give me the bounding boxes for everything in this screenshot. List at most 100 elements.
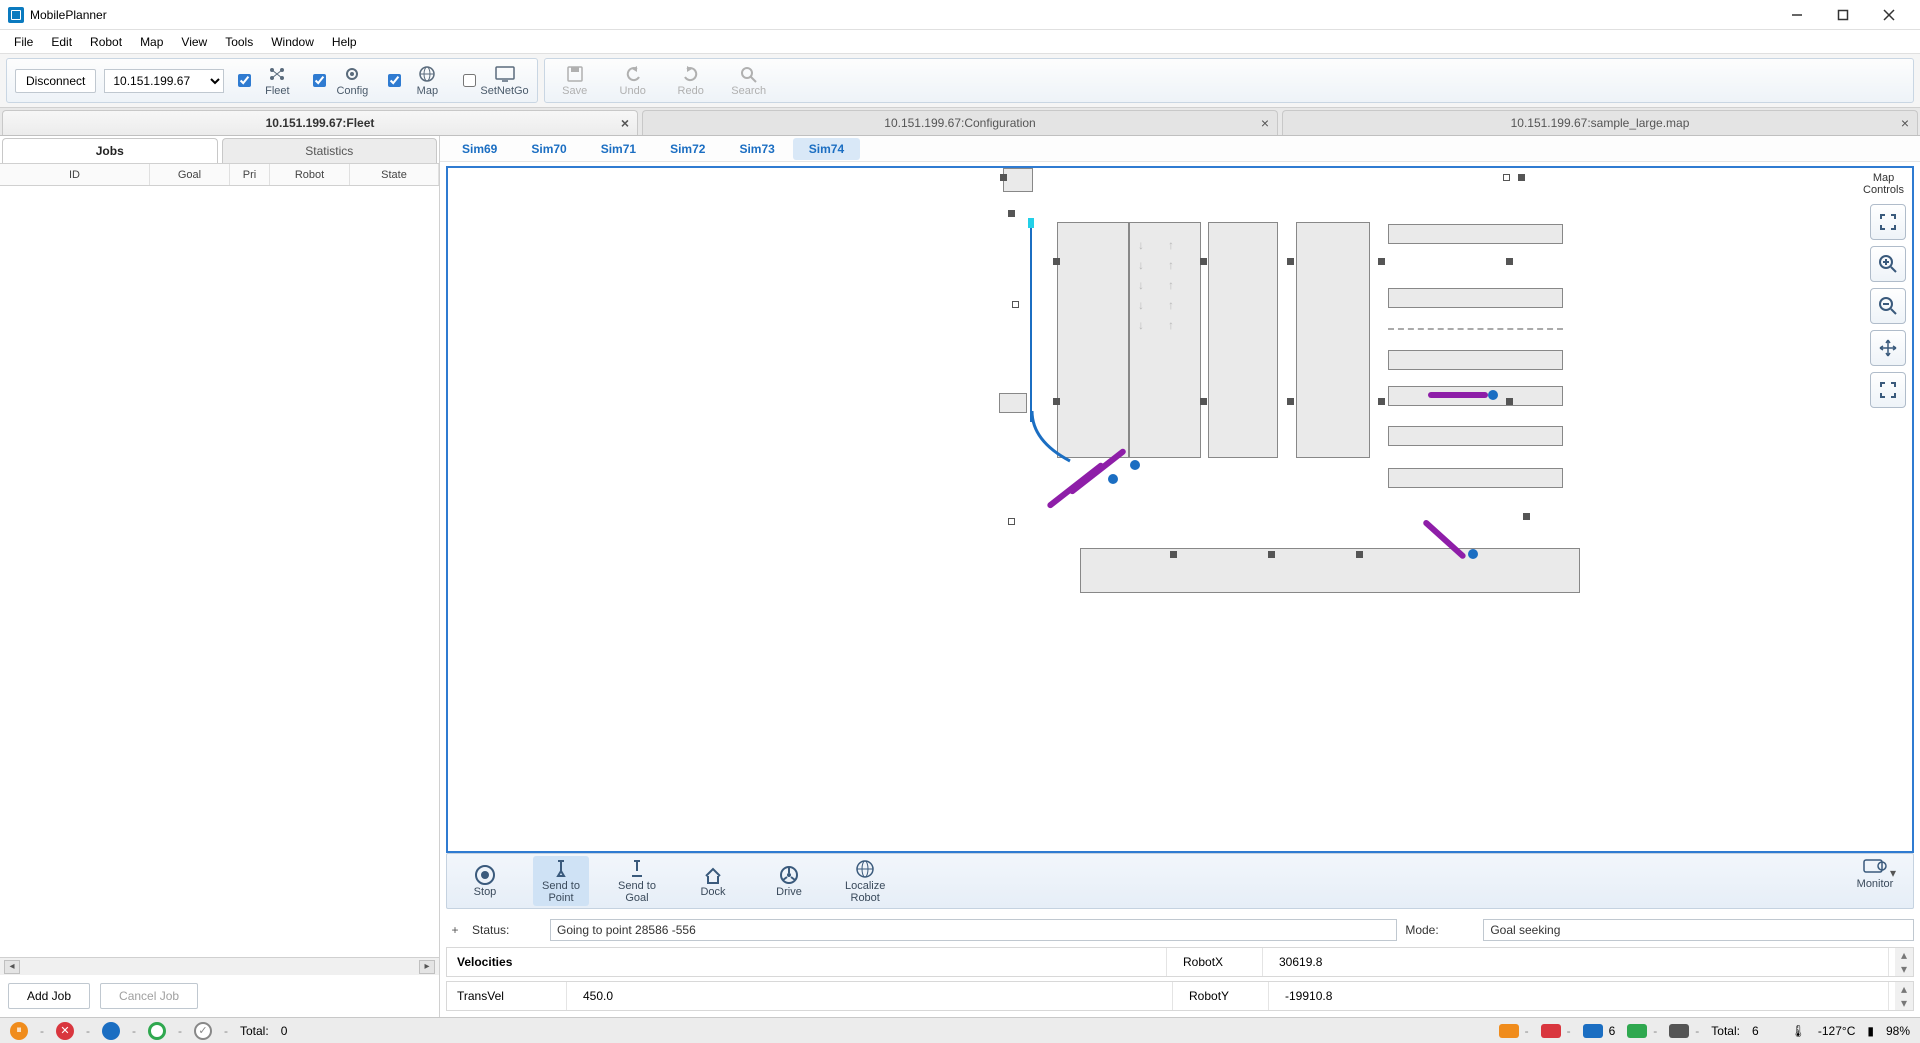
disconnect-button[interactable]: Disconnect	[15, 69, 96, 93]
sim-tab[interactable]: Sim69	[446, 138, 513, 160]
close-icon[interactable]: ×	[1901, 115, 1909, 131]
maximize-button[interactable]	[1820, 0, 1866, 30]
dock-button[interactable]: Dock	[685, 856, 741, 906]
cancel-job-button[interactable]: Cancel Job	[100, 983, 198, 1009]
robot-marker[interactable]	[1488, 390, 1498, 400]
redo-button[interactable]: Redo	[669, 59, 713, 103]
close-icon[interactable]: ×	[1261, 115, 1269, 131]
save-button[interactable]: Save	[553, 59, 597, 103]
close-icon[interactable]: ×	[621, 115, 629, 131]
tab-jobs[interactable]: Jobs	[2, 138, 218, 163]
dash: -	[178, 1024, 182, 1038]
robot-marker[interactable]	[1468, 549, 1478, 559]
search-button[interactable]: Search	[727, 59, 771, 103]
monitor-button[interactable]: Monitor ▾	[1847, 856, 1903, 906]
menu-file[interactable]: File	[6, 32, 41, 52]
status-error-icon[interactable]: ✕	[56, 1022, 74, 1040]
robot-green-icon[interactable]	[1627, 1024, 1647, 1038]
scroll-right-icon[interactable]: ▸	[419, 960, 435, 974]
status-blue-icon[interactable]	[102, 1022, 120, 1040]
map-button[interactable]: Map	[405, 59, 449, 103]
status-green-icon[interactable]	[148, 1022, 166, 1040]
config-button[interactable]: Config	[330, 59, 374, 103]
job-buttons: Add Job Cancel Job	[0, 975, 439, 1017]
undo-button[interactable]: Undo	[611, 59, 655, 103]
doc-tab-config[interactable]: 10.151.199.67:Configuration ×	[642, 110, 1278, 135]
roboty-value: -19910.8	[1275, 982, 1889, 1010]
flow-arrows: ↓↓↓↓↓	[1138, 238, 1144, 332]
setnetgo-button[interactable]: SetNetGo	[480, 59, 528, 103]
minimize-button[interactable]	[1774, 0, 1820, 30]
send-to-goal-button[interactable]: Send to Goal	[609, 856, 665, 906]
status-pause-icon[interactable]: ⏸	[10, 1022, 28, 1040]
fleet-button[interactable]: Fleet	[255, 59, 299, 103]
redo-label: Redo	[678, 85, 704, 97]
map-point	[1008, 210, 1015, 217]
robot-trail	[1428, 392, 1488, 398]
col-goal[interactable]: Goal	[150, 164, 230, 185]
map-point	[1356, 551, 1363, 558]
sim-tab[interactable]: Sim72	[654, 138, 721, 160]
col-robot[interactable]: Robot	[270, 164, 350, 185]
menu-robot[interactable]: Robot	[82, 32, 130, 52]
jobs-header: ID Goal Pri Robot State	[0, 164, 439, 186]
zoom-out-icon[interactable]	[1870, 288, 1906, 324]
config-checkbox[interactable]	[313, 74, 326, 87]
map-point	[1200, 258, 1207, 265]
center-icon[interactable]	[1870, 372, 1906, 408]
setnetgo-checkbox[interactable]	[463, 74, 476, 87]
planned-path	[1030, 222, 1032, 422]
map-point	[1200, 398, 1207, 405]
zoom-in-icon[interactable]	[1870, 246, 1906, 282]
menu-window[interactable]: Window	[263, 32, 322, 52]
add-job-button[interactable]: Add Job	[8, 983, 90, 1009]
robot-grey-icon[interactable]	[1669, 1024, 1689, 1038]
sim-tab[interactable]: Sim71	[585, 138, 652, 160]
velocities-row: Velocities RobotX 30619.8 ▴▾	[446, 947, 1914, 977]
robot-marker[interactable]	[1108, 474, 1118, 484]
menu-help[interactable]: Help	[324, 32, 365, 52]
drive-button[interactable]: Drive	[761, 856, 817, 906]
doc-tab-fleet[interactable]: 10.151.199.67:Fleet ×	[2, 110, 638, 135]
status-check-icon[interactable]: ✓	[194, 1022, 212, 1040]
localize-button[interactable]: Localize Robot	[837, 856, 893, 906]
col-id[interactable]: ID	[0, 164, 150, 185]
sim-tab[interactable]: Sim73	[723, 138, 790, 160]
dash: -	[224, 1024, 228, 1038]
map-canvas[interactable]: ↓↓↓↓↓↑↑↑↑↑	[448, 168, 1912, 851]
fit-icon[interactable]	[1870, 204, 1906, 240]
menu-map[interactable]: Map	[132, 32, 171, 52]
sim-tab[interactable]: Sim74	[793, 138, 860, 160]
robot-marker[interactable]	[1130, 460, 1140, 470]
info-scrollbar[interactable]: ▴▾	[1895, 948, 1913, 976]
info-scrollbar2[interactable]: ▴▾	[1895, 982, 1913, 1010]
menu-edit[interactable]: Edit	[43, 32, 80, 52]
pan-icon[interactable]	[1870, 330, 1906, 366]
sim-tab[interactable]: Sim70	[515, 138, 582, 160]
col-state[interactable]: State	[350, 164, 439, 185]
menu-tools[interactable]: Tools	[217, 32, 261, 52]
expand-status-icon[interactable]: +	[446, 923, 464, 937]
jobs-scrollbar[interactable]: ◂ ▸	[0, 957, 439, 975]
robot-orange-icon[interactable]	[1499, 1024, 1519, 1038]
fleet-checkbox[interactable]	[238, 74, 251, 87]
map-viewport[interactable]: ↓↓↓↓↓↑↑↑↑↑ Map Controls	[446, 166, 1914, 853]
tab-statistics[interactable]: Statistics	[222, 138, 438, 163]
robot-red-icon[interactable]	[1541, 1024, 1561, 1038]
scroll-left-icon[interactable]: ◂	[4, 960, 20, 974]
menu-view[interactable]: View	[173, 32, 215, 52]
col-pri[interactable]: Pri	[230, 164, 270, 185]
fleet-icon	[267, 65, 287, 83]
send-to-point-button[interactable]: Send to Point	[533, 856, 589, 906]
robotx-value: 30619.8	[1269, 948, 1889, 976]
stop-button[interactable]: Stop	[457, 856, 513, 906]
doc-tab-map[interactable]: 10.151.199.67:sample_large.map ×	[1282, 110, 1918, 135]
close-button[interactable]	[1866, 0, 1912, 30]
ip-select[interactable]: 10.151.199.67	[104, 69, 224, 93]
drive-label: Drive	[776, 886, 802, 898]
temp-value: -127°C	[1818, 1024, 1855, 1038]
menubar: File Edit Robot Map View Tools Window He…	[0, 30, 1920, 54]
map-checkbox[interactable]	[388, 74, 401, 87]
robot-blue-icon[interactable]	[1583, 1024, 1603, 1038]
chevron-down-icon[interactable]: ▾	[1890, 866, 1896, 880]
